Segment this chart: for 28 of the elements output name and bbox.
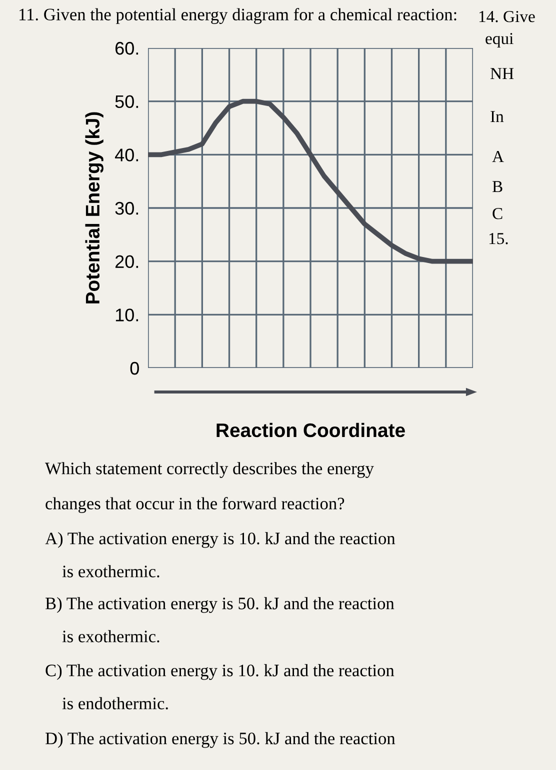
chart-title: 11. Given the potential energy diagram for a chemical reaction: <box>20 8 456 24</box>
text: NH <box>490 68 514 80</box>
text: B <box>492 181 502 192</box>
y-axis-title: Potential Energy (kJ) <box>85 112 104 304</box>
text: D) The activation energy is 50. kJ and the reaction <box>46 732 396 748</box>
line-series <box>148 98 473 264</box>
text: is exothermic. <box>62 565 160 578</box>
text: Which statement correctly describes the energy <box>45 462 374 478</box>
text: 14. Give <box>479 10 535 22</box>
text: changes that occur in the forward reaction? <box>46 497 344 513</box>
y-tick-label: 40. <box>114 148 138 162</box>
text: is endothermic. <box>62 697 168 710</box>
y-tick-label: 30. <box>115 202 138 215</box>
text: A) The activation energy is 10. kJ and the reaction <box>45 532 396 548</box>
y-tick-label: 10. <box>116 308 138 322</box>
text: C <box>492 208 502 220</box>
text: In <box>490 111 504 122</box>
text: 15. <box>489 233 508 244</box>
text: C) The activation energy is 10. kJ and the reaction <box>46 664 394 680</box>
x-axis-title: Reaction Coordinate <box>216 422 405 438</box>
text: B) The activation energy is 50. kJ and the reaction <box>46 597 394 613</box>
y-tick-label: 50. <box>115 95 138 108</box>
y-tick-label: 20. <box>115 255 138 268</box>
y-tick-label: 0 <box>130 362 139 375</box>
text: is exothermic. <box>62 630 160 642</box>
y-tick-label: 60. <box>115 42 138 55</box>
text: equi <box>486 32 514 48</box>
text: A <box>492 151 504 162</box>
